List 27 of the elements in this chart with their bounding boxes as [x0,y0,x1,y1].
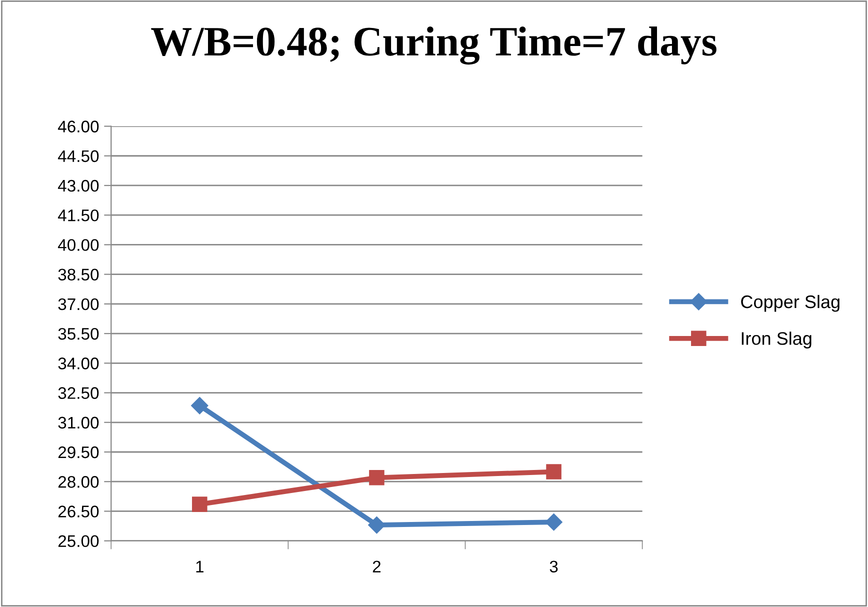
y-tick-label: 25.00 [58,535,99,548]
y-tick-label: 31.00 [58,416,99,429]
y-tick-label: 34.00 [58,358,99,370]
legend-label: Copper Slag [741,294,840,312]
point [369,470,384,486]
y-tick-label: 38.50 [58,268,99,281]
point [192,496,208,512]
y-tick-label: 28.00 [58,476,99,488]
point [191,397,208,414]
y-tick-label: 26.50 [58,506,99,518]
y-tick-label: 46.00 [58,120,99,132]
y-tick-label: 37.00 [58,298,99,310]
point [368,516,386,534]
y-tick-label: 44.50 [58,150,99,162]
y-tick-label: 35.50 [58,328,99,340]
x-tick-label: 1 [196,560,204,572]
legend-label: Iron Slag [742,332,812,348]
point [546,464,562,480]
x-tick-label: 3 [550,560,558,573]
point [545,514,562,531]
x-tick-label: 2 [372,560,381,572]
y-tick-label: 43.00 [58,180,99,192]
y-tick-label: 41.50 [58,209,99,222]
y-tick-label: 40.00 [58,239,99,251]
chart-title: W/B=0.48; Curing Time=7 days [151,26,716,65]
y-tick-label: 29.50 [58,446,99,458]
y-tick-label: 32.50 [58,387,99,399]
